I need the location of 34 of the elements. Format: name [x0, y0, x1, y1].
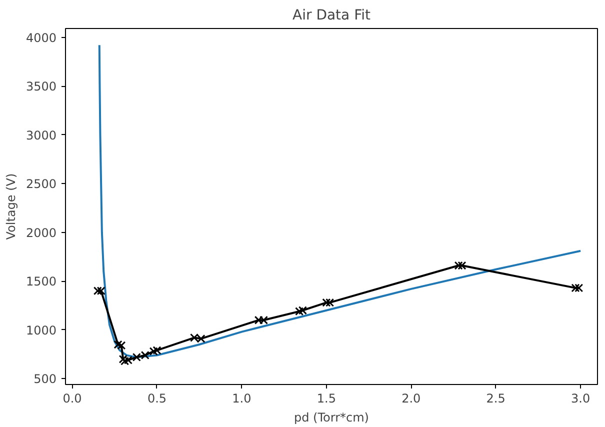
point — [120, 356, 130, 366]
y-tick-label: 500 — [34, 372, 56, 386]
y-tick-label: 2500 — [26, 177, 57, 192]
point — [295, 307, 304, 316]
point — [454, 261, 463, 270]
x-tick-label: 2.5 — [486, 392, 506, 406]
y-tick-label: 1000 — [26, 323, 57, 338]
x-tick-label: 0.5 — [147, 392, 167, 406]
y-tick-label: 3000 — [26, 128, 57, 142]
x-tick-label: 1.5 — [316, 392, 336, 406]
point — [96, 286, 106, 296]
point — [326, 298, 334, 307]
point — [322, 298, 331, 307]
x-tick-label: 0.0 — [62, 392, 82, 406]
x-tick-label: 3.0 — [571, 392, 590, 406]
x-axis-title: pd (Torr*cm) — [294, 410, 370, 424]
point — [93, 286, 102, 296]
y-axis-title: Voltage (V) — [4, 173, 18, 240]
line-series — [98, 44, 582, 358]
x-tick-label: 1.0 — [232, 392, 252, 406]
point — [149, 347, 158, 356]
point — [114, 340, 122, 349]
point — [574, 284, 584, 292]
y-tick-label: 3500 — [26, 80, 57, 94]
point — [152, 346, 162, 355]
point — [298, 306, 307, 315]
point — [458, 261, 466, 270]
point — [117, 341, 126, 350]
chart-title: Air Data Fit — [292, 8, 371, 24]
y-tick-label: 2000 — [26, 226, 57, 240]
x-tick-label: 2.0 — [402, 392, 421, 406]
point — [571, 284, 580, 292]
y-tick-label: 4000 — [26, 30, 57, 45]
y-tick-label: 1500 — [26, 274, 57, 289]
